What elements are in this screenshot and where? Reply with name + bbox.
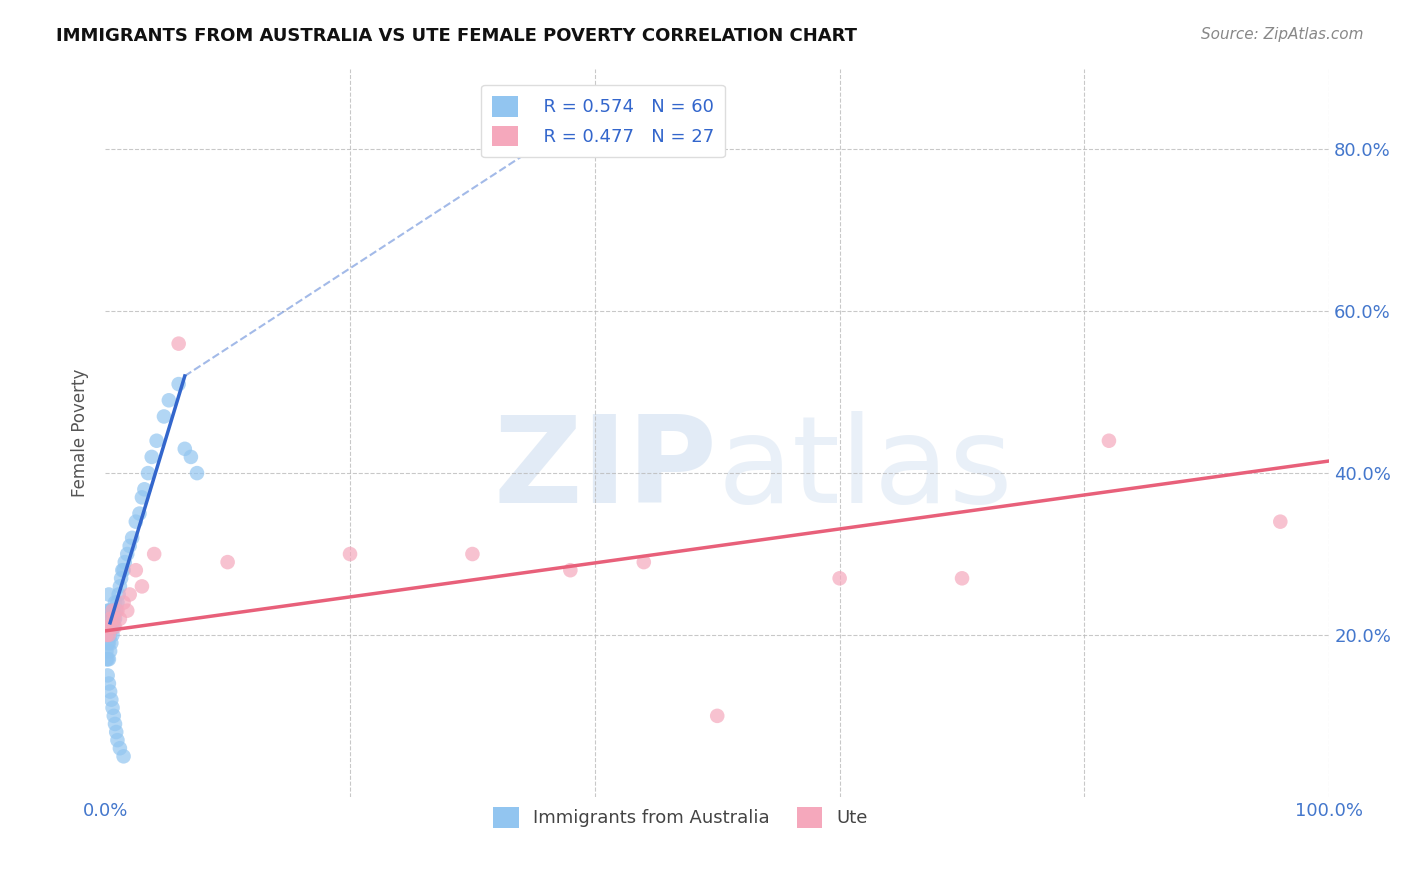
Point bbox=[96, 644, 118, 658]
Point bbox=[100, 692, 122, 706]
Point bbox=[131, 491, 153, 505]
Text: Source: ZipAtlas.com: Source: ZipAtlas.com bbox=[1201, 27, 1364, 42]
Point bbox=[97, 652, 120, 666]
Point bbox=[1270, 515, 1292, 529]
Point bbox=[103, 612, 125, 626]
Point bbox=[97, 604, 120, 618]
Point bbox=[110, 571, 132, 585]
Point bbox=[167, 377, 190, 392]
Point bbox=[96, 652, 118, 666]
Point bbox=[1098, 434, 1121, 448]
Legend: Immigrants from Australia, Ute: Immigrants from Australia, Ute bbox=[486, 800, 875, 835]
Point bbox=[105, 725, 128, 739]
Point bbox=[107, 587, 129, 601]
Y-axis label: Female Poverty: Female Poverty bbox=[72, 368, 89, 497]
Point bbox=[101, 700, 124, 714]
Point bbox=[112, 563, 135, 577]
Point bbox=[107, 733, 129, 747]
Point bbox=[167, 336, 190, 351]
Point bbox=[117, 604, 139, 618]
Point bbox=[98, 612, 121, 626]
Point bbox=[560, 563, 582, 577]
Point bbox=[97, 587, 120, 601]
Point bbox=[101, 628, 124, 642]
Point bbox=[134, 483, 156, 497]
Point bbox=[104, 612, 127, 626]
Point bbox=[180, 450, 202, 464]
Point bbox=[98, 684, 121, 698]
Text: IMMIGRANTS FROM AUSTRALIA VS UTE FEMALE POVERTY CORRELATION CHART: IMMIGRANTS FROM AUSTRALIA VS UTE FEMALE … bbox=[56, 27, 858, 45]
Point bbox=[108, 741, 131, 756]
Point bbox=[107, 604, 129, 618]
Point bbox=[101, 604, 124, 618]
Point bbox=[103, 604, 125, 618]
Point bbox=[96, 628, 118, 642]
Point bbox=[112, 749, 135, 764]
Point bbox=[97, 620, 120, 634]
Point bbox=[103, 620, 125, 634]
Point bbox=[143, 547, 166, 561]
Point bbox=[97, 628, 120, 642]
Point bbox=[217, 555, 239, 569]
Point bbox=[112, 596, 135, 610]
Point bbox=[125, 563, 148, 577]
Point bbox=[97, 620, 120, 634]
Point bbox=[97, 604, 120, 618]
Point bbox=[107, 596, 129, 610]
Point bbox=[153, 409, 176, 424]
Point bbox=[118, 539, 141, 553]
Point bbox=[117, 547, 139, 561]
Point bbox=[101, 612, 124, 626]
Text: ZIP: ZIP bbox=[494, 410, 717, 527]
Point bbox=[104, 620, 127, 634]
Point bbox=[104, 717, 127, 731]
Point bbox=[97, 652, 120, 666]
Point bbox=[461, 547, 484, 561]
Point bbox=[950, 571, 973, 585]
Point bbox=[136, 466, 159, 480]
Point bbox=[114, 555, 136, 569]
Point bbox=[97, 636, 120, 650]
Point bbox=[97, 676, 120, 690]
Point bbox=[118, 587, 141, 601]
Point bbox=[173, 442, 195, 456]
Point bbox=[111, 563, 134, 577]
Point bbox=[157, 393, 180, 408]
Point bbox=[98, 644, 121, 658]
Text: atlas: atlas bbox=[717, 410, 1012, 527]
Point bbox=[145, 434, 167, 448]
Point bbox=[108, 612, 131, 626]
Point bbox=[100, 604, 122, 618]
Point bbox=[141, 450, 163, 464]
Point bbox=[128, 507, 150, 521]
Point bbox=[108, 579, 131, 593]
Point bbox=[121, 531, 143, 545]
Point bbox=[100, 636, 122, 650]
Point bbox=[96, 628, 118, 642]
Point bbox=[706, 709, 728, 723]
Point bbox=[105, 604, 128, 618]
Point bbox=[131, 579, 153, 593]
Point bbox=[100, 620, 122, 634]
Point bbox=[97, 636, 120, 650]
Point bbox=[103, 709, 125, 723]
Point bbox=[96, 612, 118, 626]
Point bbox=[828, 571, 851, 585]
Point bbox=[104, 596, 127, 610]
Point bbox=[633, 555, 655, 569]
Point bbox=[98, 628, 121, 642]
Point bbox=[339, 547, 361, 561]
Point bbox=[97, 668, 120, 682]
Point bbox=[98, 612, 121, 626]
Point bbox=[125, 515, 148, 529]
Point bbox=[100, 620, 122, 634]
Point bbox=[186, 466, 208, 480]
Point bbox=[97, 620, 120, 634]
